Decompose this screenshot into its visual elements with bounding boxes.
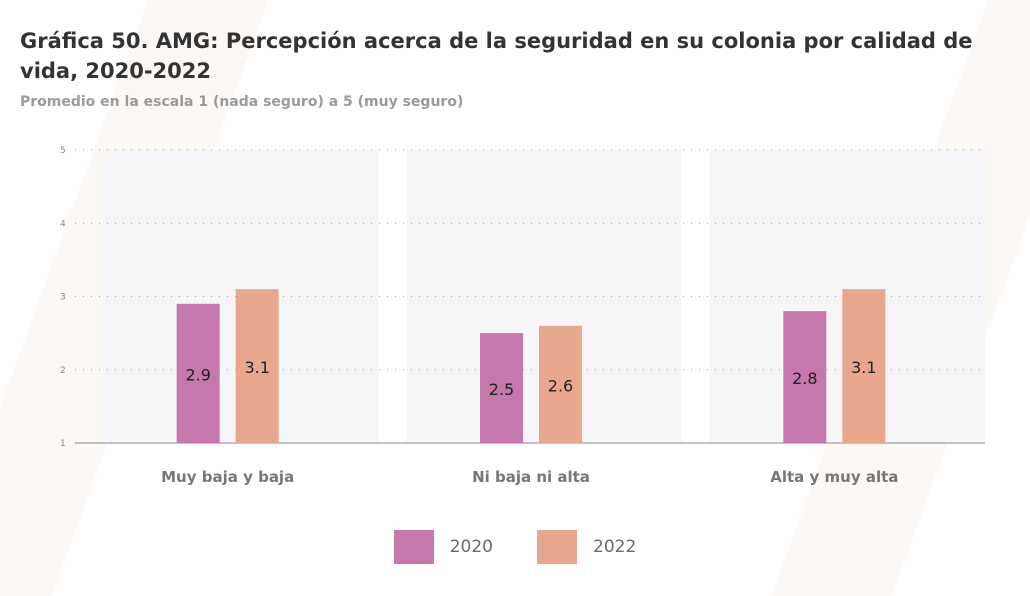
data-label: 3.1 <box>851 358 876 377</box>
data-label: 2.6 <box>548 376 573 395</box>
legend-label-2022: 2022 <box>593 537 637 557</box>
data-label: 2.8 <box>792 369 817 388</box>
bar-2020 <box>176 303 220 443</box>
y-tick-label: 2 <box>60 366 66 376</box>
y-tick-label: 1 <box>60 439 66 449</box>
bar-2022 <box>539 325 582 443</box>
y-tick-label: 3 <box>60 293 66 303</box>
bar-2022 <box>235 289 279 443</box>
legend: 2020 2022 <box>0 530 1030 564</box>
data-label: 2.9 <box>185 365 210 384</box>
x-tick-label: Alta y muy alta <box>770 468 898 486</box>
data-label: 3.1 <box>244 358 269 377</box>
legend-swatch-2020 <box>393 530 434 564</box>
data-label: 2.5 <box>489 380 514 399</box>
bar-chart: 1 2 3 4 5 2.9 3.1 Muy baja y baja 2.5 2.6 Ni baja … <box>60 146 985 486</box>
bar-2020 <box>480 333 523 443</box>
y-tick-label: 4 <box>60 219 66 229</box>
y-tick-label: 5 <box>60 146 66 156</box>
bar-2022 <box>842 289 886 443</box>
legend-item-2020[interactable]: 2020 <box>393 530 493 564</box>
legend-item-2022[interactable]: 2022 <box>537 530 636 564</box>
chart-title: Gráfica 50. AMG: Percepción acerca de la… <box>20 29 973 83</box>
bar-2020 <box>783 311 827 443</box>
x-tick-label: Ni baja ni alta <box>472 468 590 486</box>
chart-subtitle: Promedio en la escala 1 (nada seguro) a … <box>20 94 464 110</box>
legend-swatch-2022 <box>537 530 577 564</box>
x-tick-label: Muy baja y baja <box>161 468 294 486</box>
legend-label-2020: 2020 <box>449 537 493 557</box>
